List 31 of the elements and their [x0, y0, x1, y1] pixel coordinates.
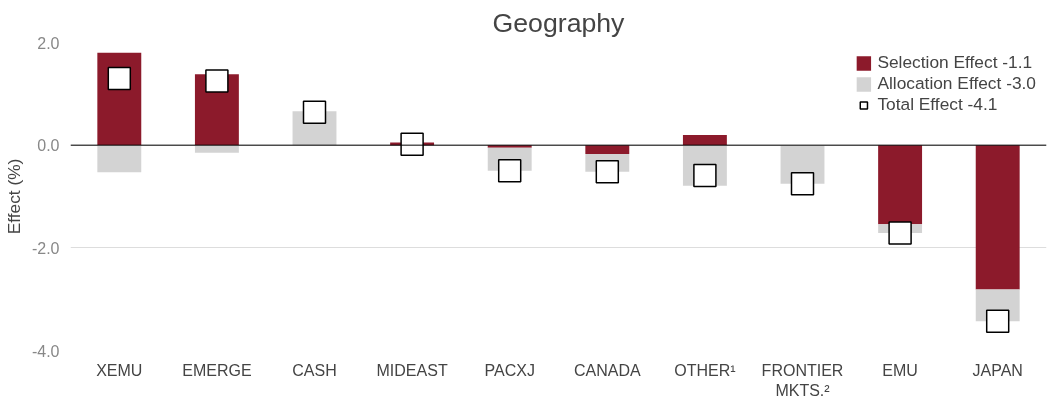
point [888, 221, 912, 245]
x-tick-label: JAPAN [972, 361, 1023, 379]
point [107, 66, 132, 91]
x-tick-label: PACXJ [484, 361, 535, 379]
x-tick-label: OTHER¹ [674, 361, 736, 379]
legend-label: Allocation Effect -3.0 [877, 73, 1036, 94]
y-axis-title: Effect (%) [3, 158, 24, 235]
bar [878, 145, 923, 225]
x-tick-label: MIDEAST [376, 361, 448, 379]
point [497, 159, 522, 183]
y-tick-label: -4.0 [31, 342, 60, 360]
legend-label: Total Effect -4.1 [877, 94, 998, 115]
point [790, 171, 815, 196]
y-tick-label: 0.0 [37, 137, 60, 155]
point [302, 100, 327, 125]
x-tick-label: EMERGE [182, 361, 252, 379]
x-tick-label: EMU [882, 361, 918, 379]
point [595, 160, 620, 184]
y-tick-label: -2.0 [31, 239, 60, 257]
x-tick-label: CANADA [573, 361, 641, 379]
bar [97, 145, 142, 173]
chart-title: Geography [492, 7, 626, 38]
x-tick-label: CASH [292, 361, 337, 379]
legend-label: Selection Effect -1.1 [877, 52, 1033, 73]
bar [682, 134, 727, 146]
bar [975, 145, 1020, 290]
y-tick-label: 2.0 [37, 34, 60, 52]
x-tick-label: XEMU [96, 361, 143, 379]
point [205, 69, 229, 93]
point [985, 309, 1010, 333]
x-tick-label: FRONTIER MKTS.² [761, 361, 844, 399]
